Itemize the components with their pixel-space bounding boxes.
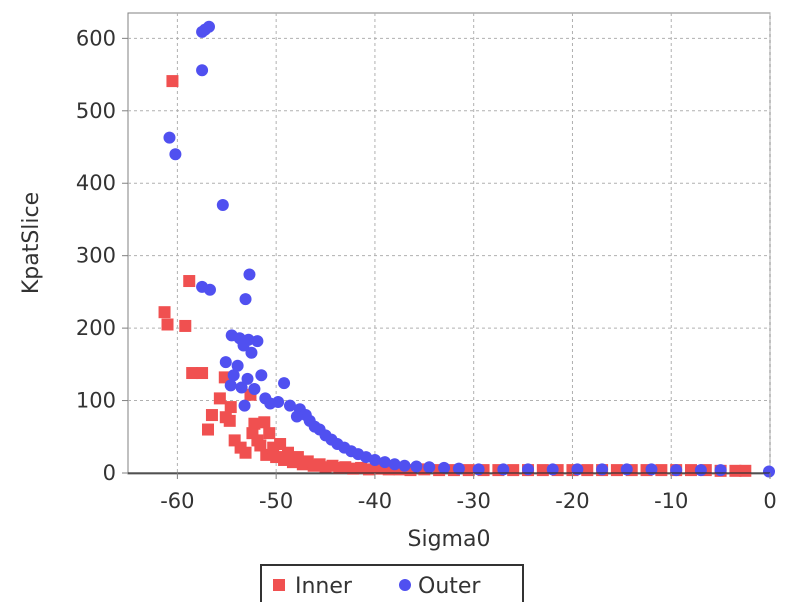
outer-point (219, 356, 232, 369)
inner-point (166, 75, 179, 88)
x-tick-label: -40 (358, 489, 392, 513)
outer-point (472, 463, 485, 476)
outer-point (239, 293, 252, 306)
outer-point (255, 369, 268, 382)
outer-point (763, 465, 776, 478)
outer-point (596, 463, 609, 476)
outer-point (283, 399, 296, 412)
x-tick-label: -10 (654, 489, 688, 513)
x-axis-title: Sigma0 (408, 527, 491, 552)
x-tick-label: -20 (555, 489, 589, 513)
y-axis-ticks: 0 100 200 300 400 500 600 (76, 26, 128, 485)
inner-point (179, 319, 192, 332)
outer-point (237, 339, 250, 352)
inner-point (362, 463, 375, 476)
plot-area (127, 12, 771, 475)
inner-point (246, 427, 259, 440)
outer-point (694, 464, 707, 477)
legend-label-outer: Outer (418, 574, 481, 599)
outer-point (670, 464, 683, 477)
series-inner (158, 75, 752, 477)
outer-point (216, 198, 229, 211)
y-tick-label: 500 (76, 99, 116, 123)
outer-point (620, 463, 633, 476)
outer-point (251, 335, 264, 348)
inner-point (196, 367, 209, 380)
legend-marker-inner (273, 579, 285, 591)
outer-point (224, 379, 237, 392)
outer-point (231, 359, 244, 372)
outer-point (169, 148, 182, 161)
outer-point (238, 399, 251, 412)
inner-point (729, 464, 742, 477)
legend: Inner Outer (260, 564, 524, 602)
outer-point (196, 25, 209, 38)
inner-point (205, 409, 218, 422)
y-axis-title: KpatSlice (19, 192, 44, 294)
inner-point (739, 464, 752, 477)
y-tick-label: 200 (76, 316, 116, 340)
inner-point (282, 446, 295, 459)
x-tick-label: -30 (457, 489, 491, 513)
inner-point (183, 275, 196, 288)
outer-point (243, 268, 256, 281)
outer-point (196, 64, 209, 77)
inner-point (258, 416, 271, 429)
outer-point (398, 459, 411, 472)
outer-point (571, 463, 584, 476)
outer-point (410, 460, 423, 473)
grid-lines (128, 13, 771, 473)
legend-marker-outer (399, 579, 411, 591)
legend-label-inner: Inner (295, 574, 353, 599)
inner-point (158, 306, 171, 319)
x-tick-label: -60 (160, 489, 194, 513)
outer-point (378, 456, 391, 469)
inner-point (213, 392, 226, 405)
outer-point (264, 397, 277, 410)
x-axis-ticks: -60 -50 -40 -30 -20 -10 0 (160, 473, 777, 513)
y-tick-label: 300 (76, 244, 116, 268)
outer-point (248, 382, 261, 395)
inner-point (186, 367, 199, 380)
outer-point (645, 463, 658, 476)
outer-point (290, 410, 303, 423)
outer-point (497, 463, 510, 476)
outer-point (227, 369, 240, 382)
inner-point (263, 427, 276, 440)
x-tick-label: -50 (259, 489, 293, 513)
y-tick-label: 600 (76, 26, 116, 50)
inner-point (248, 417, 261, 430)
inner-point (223, 414, 236, 427)
outer-point (546, 463, 559, 476)
y-tick-label: 100 (76, 389, 116, 413)
inner-point (161, 318, 174, 331)
outer-point (241, 372, 254, 385)
inner-point (202, 423, 215, 436)
outer-point (452, 462, 465, 475)
outer-point (522, 463, 535, 476)
outer-point (388, 458, 401, 471)
outer-point (423, 461, 436, 474)
inner-point (254, 439, 267, 452)
outer-point (368, 453, 381, 466)
outer-point (278, 377, 291, 390)
inner-point (224, 401, 237, 414)
outer-point (235, 381, 248, 394)
outer-point (438, 461, 451, 474)
y-tick-label: 400 (76, 171, 116, 195)
inner-point (239, 446, 252, 459)
y-tick-label: 0 (103, 461, 116, 485)
outer-point (203, 283, 216, 296)
outer-point (163, 131, 176, 144)
x-tick-label: 0 (763, 489, 776, 513)
legend-box (260, 564, 524, 602)
outer-point (245, 346, 258, 359)
outer-point (714, 464, 727, 477)
